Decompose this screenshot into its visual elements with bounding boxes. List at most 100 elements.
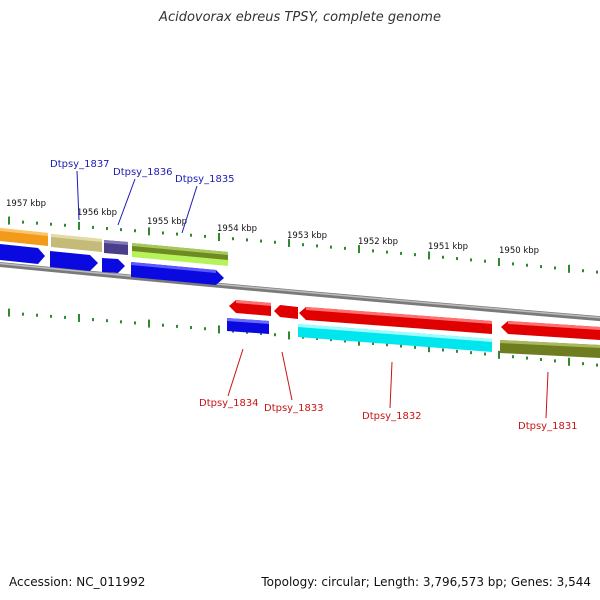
gene-box-1832-cyan: [298, 324, 492, 352]
scale-tick-minor: [400, 251, 402, 255]
scale-tick-minor: [554, 359, 556, 363]
topology-label: Topology: circular; Length: 3,796,573 bp…: [261, 575, 591, 589]
scale-tick-major: [78, 221, 80, 230]
scale-tick-minor: [92, 318, 94, 322]
scale-tick-major: [148, 319, 150, 328]
gene-labels-bottom: Dtpsy_1834 Dtpsy_1833 Dtpsy_1832 Dtpsy_1…: [199, 348, 578, 432]
scale-tick-minor: [456, 349, 458, 353]
scale-tick-minor: [134, 321, 136, 325]
scale-tick-minor: [22, 312, 24, 316]
gene-label-1832: Dtpsy_1832: [362, 411, 422, 422]
scale-tick-minor: [400, 344, 402, 348]
gene-arrow-1835-shade: [131, 262, 216, 273]
accession-label: Accession: NC_011992: [9, 575, 146, 589]
scale-tick-major: [428, 251, 430, 260]
gene-label-1835: Dtpsy_1835: [175, 174, 235, 185]
scale-tick-minor: [372, 341, 374, 345]
scale-tick-major: [218, 233, 220, 242]
scale-tick-major: [8, 216, 10, 225]
scale-tick-major: [358, 245, 360, 254]
scale-tick-minor: [526, 356, 528, 360]
scale-tick-major: [288, 238, 290, 247]
scale-tick-minor: [386, 250, 388, 254]
leader-1835: [181, 185, 198, 234]
scale-tick-minor: [162, 231, 164, 235]
scale-tick-major: [428, 344, 430, 353]
genome-title: Acidovorax ebreus TPSY, complete genome: [159, 10, 441, 25]
scale-tick-minor: [260, 332, 262, 336]
scale-label-1954: 1954 kbp: [217, 224, 257, 234]
gene-label-1831: Dtpsy_1831: [518, 421, 578, 432]
gene-label-1836: Dtpsy_1836: [113, 167, 173, 178]
scale-tick-minor: [582, 362, 584, 366]
scale-tick-minor: [204, 234, 206, 238]
scale-tick-minor: [344, 339, 346, 343]
scale-tick-minor: [372, 249, 374, 253]
scale-tick-minor: [106, 319, 108, 323]
gene-arrow-1837: [0, 244, 45, 264]
scale-tick-major: [288, 331, 290, 340]
scale-tick-minor: [274, 333, 276, 337]
scale-label-1953: 1953 kbp: [287, 231, 327, 241]
gene-box-navy-top: [104, 240, 128, 245]
scale-tick-minor: [414, 253, 416, 257]
gene-arrow-1836: [50, 251, 98, 271]
scale-tick-minor: [190, 326, 192, 330]
scale-tick-minor: [246, 238, 248, 242]
gene-arrow-1836b: [102, 258, 125, 273]
scale-tick-minor: [176, 324, 178, 328]
gene-arrow-1832-red-top: [306, 307, 492, 324]
scale-tick-minor: [540, 265, 542, 269]
gene-label-1834: Dtpsy_1834: [199, 398, 259, 409]
scale-tick-major: [498, 258, 500, 267]
scale-tick-minor: [36, 221, 38, 225]
scale-tick-minor: [120, 320, 122, 324]
scale-tick-minor: [386, 343, 388, 347]
leader-1832: [389, 361, 393, 409]
scale-tick-major: [568, 357, 570, 366]
gene-arrow-1834-red-top: [236, 300, 271, 306]
scale-tick-minor: [596, 363, 598, 367]
scale-tick-minor: [50, 222, 52, 226]
gene-box-1834-blue-top: [227, 318, 269, 324]
scale-tick-minor: [414, 345, 416, 349]
gene-label-1837: Dtpsy_1837: [50, 159, 110, 170]
gene-box-olive-top: [132, 243, 228, 255]
scale-label-1955: 1955 kbp: [147, 217, 187, 227]
scale-label-1956: 1956 kbp: [77, 208, 117, 218]
genome-backbone-highlight: [0, 262, 600, 319]
scale-tick-minor: [190, 233, 192, 237]
scale-tick-major: [78, 313, 80, 322]
scale-tick-minor: [22, 220, 24, 224]
scale-tick-minor: [596, 270, 598, 274]
gene-box-1831-olive-top: [500, 340, 600, 348]
scale-tick-minor: [442, 255, 444, 259]
scale-tick-minor: [106, 227, 108, 231]
scale-tick-major: [8, 308, 10, 317]
scale-tick-minor: [260, 239, 262, 243]
scale-tick-minor: [582, 269, 584, 273]
scale-tick-minor: [470, 351, 472, 355]
scale-tick-minor: [512, 262, 514, 266]
scale-tick-major: [148, 227, 150, 236]
leader-1831: [545, 371, 549, 419]
scale-tick-minor: [204, 327, 206, 331]
scale-tick-minor: [274, 240, 276, 244]
lower-gene-arrows: [227, 300, 600, 358]
gene-box-lime: [132, 251, 228, 266]
scale-tick-minor: [526, 263, 528, 267]
scale-tick-minor: [64, 223, 66, 227]
scale-tick-minor: [36, 313, 38, 317]
genome-backbone: [0, 261, 600, 322]
scale-labels: 1957 kbp 1956 kbp 1955 kbp 1954 kbp 1953…: [6, 199, 539, 256]
gene-labels-top: Dtpsy_1837 Dtpsy_1836 Dtpsy_1835: [50, 159, 235, 234]
scale-tick-minor: [456, 257, 458, 261]
upper-gene-arrows: [0, 244, 224, 285]
scale-tick-minor: [484, 259, 486, 263]
scale-tick-minor: [484, 352, 486, 356]
upper-features: [0, 228, 228, 266]
scale-ticks-lower: [8, 308, 598, 367]
leader-1833: [281, 351, 293, 401]
scale-tick-minor: [64, 315, 66, 319]
